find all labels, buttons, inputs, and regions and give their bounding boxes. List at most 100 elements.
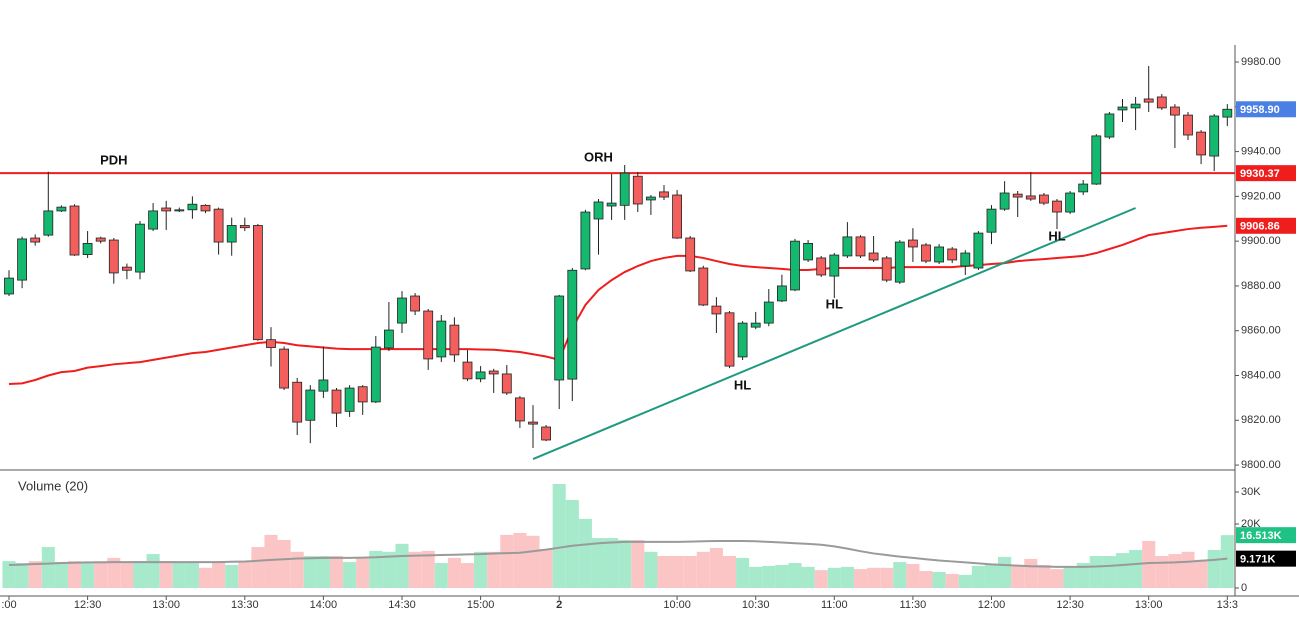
candle-body [816,257,827,276]
candle-body [252,225,263,341]
candle-body [711,305,722,315]
candle-body [95,237,106,242]
level-badge: 9930.37 [1240,168,1280,180]
volume-ma-line [8,539,1228,568]
volume-bar [552,484,566,588]
annotation: HL [1048,229,1065,244]
y-tick-label: 9800.00 [1241,459,1281,471]
volume-bar [827,567,841,588]
volume-bar [81,562,95,588]
volume-bar [670,556,684,588]
x-tick-label: :00 [1,599,16,611]
volume-bar [644,551,658,588]
volume-bar [2,561,16,588]
volume-bar [814,570,828,588]
candle-body [292,381,303,423]
volume-ma-badge: 9.171K [1240,554,1276,566]
candle-body [1183,114,1193,136]
volume-bar [1142,540,1156,588]
candle-body [619,172,630,206]
level-badge-bg [1236,165,1296,182]
candle-body [174,209,185,212]
candle-body [161,207,172,212]
volume-bar [1115,553,1130,588]
candle-body [318,379,329,392]
candle-body [475,371,486,380]
x-tick-label: 10:00 [663,599,691,611]
volume-bar [356,557,370,588]
candle-body [1156,96,1167,109]
candle-body [56,206,67,212]
candle-body [200,204,211,212]
candle-body [488,370,499,375]
candle-body [423,310,434,360]
candle-body [239,225,250,229]
volume-bar [591,538,606,588]
x-tick-label: 12:30 [1056,599,1084,611]
candle-body [737,322,748,358]
candle-body [187,203,198,211]
candle-body [357,386,368,403]
volume-bar [880,567,894,588]
candle-body [934,246,944,263]
volume-bar [329,556,344,588]
volume-bar [1050,569,1064,588]
volume-bar [447,557,461,588]
volume-bar [54,562,68,588]
volume-bar [1155,556,1169,588]
candle-body [213,208,224,243]
x-tick-label: 15:00 [467,599,495,611]
candle-body [436,320,447,358]
candle-body [331,389,342,414]
ma-badge: 9906.86 [1240,221,1280,233]
volume-bar [709,548,723,588]
candle-body [921,244,931,262]
volume-bar [198,567,213,588]
candle-body [1025,195,1036,200]
y-tick-label: 9900.00 [1241,235,1281,247]
volume-bar [853,569,868,588]
candle-body [790,240,800,291]
candle-body [1143,98,1154,103]
volume-bar [303,556,317,588]
candle-body [1222,108,1233,118]
x-tick-label: 13:3 [1217,599,1238,611]
volume-bar [408,551,422,588]
volume-bar [1102,556,1116,588]
volume-bar [631,540,645,588]
volume-bar [1063,566,1077,588]
candle-body [908,239,918,248]
volume-bar [487,551,501,588]
ma-badge-bg [1236,217,1296,234]
volume-bar [434,563,448,588]
candle-body [344,387,355,412]
volume-bar [513,532,527,588]
volume-bar [1024,558,1038,588]
volume-bar [185,563,199,588]
volume-bar [133,561,147,588]
candle-body [82,242,93,255]
candle-body [305,389,316,421]
trendline [532,207,1136,460]
volume-bar [893,562,907,588]
volume-bar [251,547,265,588]
candle-body [410,295,421,312]
y-tick-label: 9820.00 [1241,414,1281,426]
x-tick-label: 10:30 [742,599,770,611]
volume-badge: 16.513K [1240,530,1282,542]
volume-bar [840,566,854,588]
volume-bar [984,564,999,588]
volume-bar [67,561,82,588]
candle-body [1065,192,1075,213]
candle-body [279,348,290,389]
candle-body [1209,115,1220,157]
volume-bar [264,534,278,588]
candle-body [397,297,407,324]
volume-bar [722,556,737,588]
volume-bar [932,572,946,588]
x-tick-label: 13:30 [231,599,259,611]
volume-bar [146,554,160,588]
volume-bar [28,561,42,588]
volume-tick-label: 0 [1241,582,1247,594]
volume-bar [696,551,710,588]
